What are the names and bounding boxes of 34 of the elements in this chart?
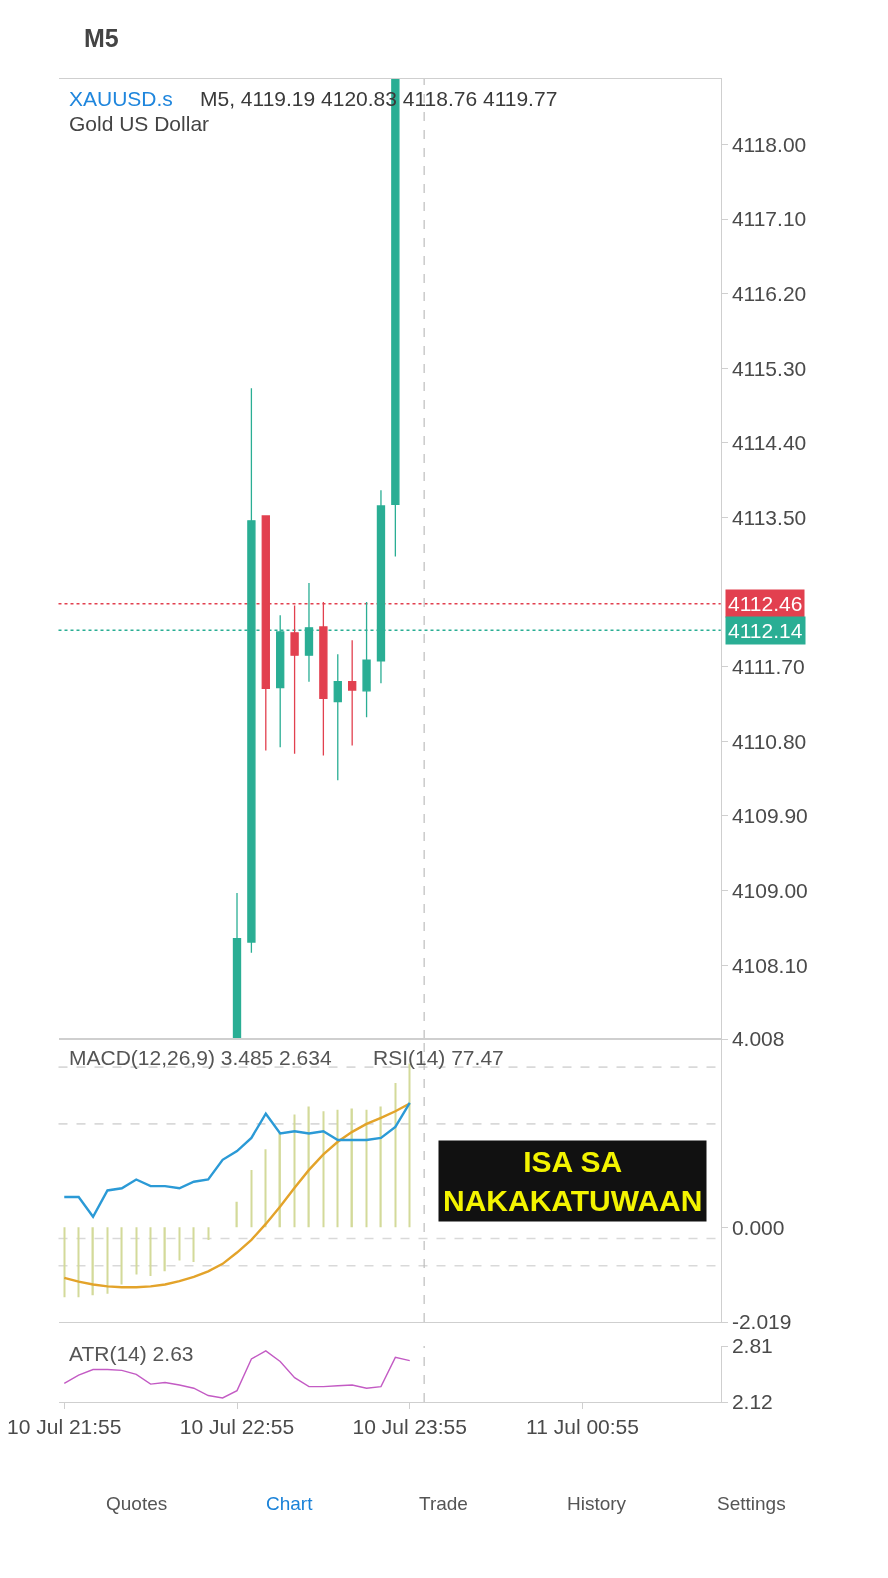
y-tick-label: 4108.10 <box>731 953 808 977</box>
y-tick-label: 4114.40 <box>731 431 807 455</box>
annotation: ISA SA NAKAKATUWAAN <box>443 1145 703 1217</box>
y-tick-label: 4118.00 <box>731 132 807 156</box>
y-tick-label: 4113.50 <box>731 505 807 529</box>
annotation: Gold US Dollar <box>69 112 210 135</box>
chart-title: XAUUSD.s <box>69 87 173 110</box>
ref-line-label: 4112.14 <box>728 619 803 642</box>
x-tick-label: 10 Jul 21:55 <box>7 1415 122 1439</box>
y-tick-label: 2.12 <box>731 1390 773 1414</box>
chart-title: ATR(14) 2.63 <box>69 1342 194 1365</box>
y-tick-label: 4111.70 <box>731 655 805 679</box>
ref-line-label: 4112.46 <box>728 592 803 615</box>
text: M5 <box>84 24 119 52</box>
chart-title: MACD(12,26,9) 3.485 2.634 <box>69 1046 332 1069</box>
text: Chart <box>266 1493 314 1514</box>
text: Quotes <box>106 1493 168 1514</box>
y-tick-label: 4116.20 <box>731 282 807 306</box>
text: Settings <box>717 1493 786 1514</box>
chart-title: RSI(14) 77.47 <box>373 1046 504 1069</box>
y-tick-label: 4117.10 <box>731 207 807 231</box>
y-tick-label: 2.81 <box>731 1334 773 1358</box>
y-tick-label: 4115.30 <box>731 356 807 380</box>
text: History <box>567 1493 627 1514</box>
y-tick-label: 4110.80 <box>731 729 807 753</box>
x-tick-label: 10 Jul 22:55 <box>179 1415 295 1439</box>
x-tick-label: 11 Jul 00:55 <box>526 1415 639 1439</box>
text: Trade <box>419 1493 468 1514</box>
y-tick-label: -2.019 <box>731 1310 792 1334</box>
x-tick-label: 10 Jul 23:55 <box>352 1415 467 1439</box>
y-tick-label: 4.008 <box>731 1027 785 1051</box>
y-tick-label: 4109.00 <box>731 878 808 902</box>
y-tick-label: 4109.90 <box>731 804 808 828</box>
y-tick-label: 0.000 <box>731 1215 785 1239</box>
